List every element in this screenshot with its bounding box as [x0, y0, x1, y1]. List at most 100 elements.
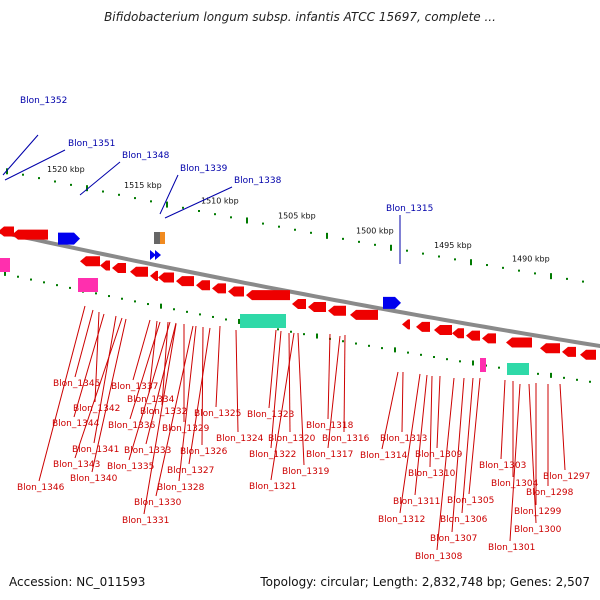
- reverse-leader-line: [91, 318, 127, 473]
- reverse-gene-label: Blon_1328: [157, 483, 205, 493]
- outer-tick: [342, 237, 344, 240]
- forward-gene: [383, 296, 401, 309]
- reverse-leader-line: [270, 332, 295, 481]
- inner-tick: [69, 286, 71, 289]
- reverse-leader-line: [74, 309, 94, 378]
- reverse-gene: [506, 337, 532, 348]
- outer-tick: [422, 252, 424, 255]
- forward-gene-label: Blon_1339: [180, 164, 228, 174]
- forward-gene-label: Blon_1338: [234, 176, 282, 186]
- inner-tick: [134, 300, 136, 303]
- outer-tick: [294, 228, 296, 231]
- reverse-gene: [452, 328, 464, 339]
- reverse-gene: [292, 298, 306, 309]
- label-leader-lines: [2, 134, 566, 551]
- rrna-feature: [507, 363, 529, 375]
- reverse-gene: [482, 333, 496, 344]
- reverse-leader-line: [93, 315, 117, 444]
- reverse-leader-line: [297, 332, 305, 466]
- outer-tick: [262, 222, 264, 225]
- reverse-gene-label: Blon_1335: [107, 462, 154, 472]
- inner-tick: [56, 284, 58, 287]
- reverse-gene: [176, 276, 194, 287]
- forward-gene: [160, 232, 165, 244]
- reverse-gene-label: Blon_1309: [415, 450, 463, 460]
- inner-tick: [43, 281, 45, 284]
- outer-tick: [230, 216, 232, 219]
- outer-tick: [182, 206, 184, 209]
- reverse-gene: [228, 286, 244, 297]
- reverse-leader-line: [148, 320, 158, 394]
- reverse-gene: [580, 349, 596, 360]
- reverse-leader-line: [414, 374, 428, 496]
- reverse-gene-label: Blon_1305: [447, 496, 494, 506]
- reverse-leader-line: [155, 325, 194, 497]
- reverse-gene-label: Blon_1332: [140, 407, 187, 417]
- scale-ticks: 1520 kbp 1515 kbp 1510 kbp 1505 kbp 1500 kbp…: [4, 165, 591, 383]
- reverse-leader-line: [436, 377, 455, 551]
- reverse-gene-label: Blon_1326: [180, 447, 228, 457]
- outer-tick: [550, 273, 552, 280]
- outer-tick: [134, 197, 136, 200]
- reverse-gene: [12, 229, 48, 240]
- outer-tick: [86, 185, 88, 192]
- reverse-gene-label: Blon_1324: [216, 434, 264, 444]
- reverse-gene-label: Blon_1334: [127, 395, 175, 405]
- inner-tick: [355, 342, 357, 345]
- outer-tick: [102, 190, 104, 193]
- reverse-gene: [158, 272, 174, 283]
- reverse-gene: [100, 260, 110, 271]
- reverse-gene-label: Blon_1297: [543, 472, 590, 482]
- outer-tick: [278, 225, 280, 228]
- outer-tick: [214, 213, 216, 216]
- outer-tick: [486, 264, 488, 267]
- reverse-gene-label: Blon_1331: [122, 516, 169, 526]
- reverse-leader-line: [500, 379, 506, 460]
- inner-tick: [303, 333, 305, 336]
- outer-tick: [470, 259, 472, 266]
- scale-label: 1500 kbp: [356, 226, 394, 235]
- outer-tick: [358, 240, 360, 243]
- reverse-leader-line: [145, 322, 177, 445]
- outer-tick: [518, 269, 520, 272]
- inner-tick: [420, 353, 422, 356]
- reverse-gene-label: Blon_1310: [408, 469, 456, 479]
- inner-tick: [173, 308, 175, 311]
- reverse-gene: [402, 319, 410, 330]
- reverse-leader-line: [73, 313, 105, 418]
- reverse-leader-line: [201, 326, 204, 446]
- inner-tick: [30, 278, 32, 281]
- reverse-leader-line: [528, 383, 537, 524]
- outer-tick: [502, 266, 504, 269]
- inner-tick: [277, 328, 279, 331]
- outer-tick: [198, 210, 200, 213]
- reverse-gene: [416, 321, 430, 332]
- reverse-leader-line: [343, 334, 346, 433]
- inner-tick: [238, 318, 240, 324]
- inner-tick: [108, 295, 110, 298]
- inner-tick: [121, 297, 123, 300]
- scale-label: 1520 kbp: [47, 165, 85, 174]
- reverse-leader-line: [559, 383, 566, 471]
- reverse-gene-label: Blon_1333: [124, 446, 171, 456]
- reverse-gene-label: Blon_1308: [415, 552, 463, 562]
- reverse-gene-label: Blon_1307: [430, 534, 477, 544]
- reverse-leader-line: [381, 371, 399, 450]
- forward-leader-line: [164, 186, 233, 219]
- inner-tick: [160, 303, 162, 309]
- reverse-gene-label: Blon_1317: [306, 450, 353, 460]
- gene-labels: Blon_1352 Blon_1351 Blon_1348 Blon_1339 Blon…: [17, 96, 590, 562]
- reverse-leader-line: [461, 377, 474, 514]
- forward-gene: [154, 232, 160, 244]
- reverse-gene-label: Blon_1330: [134, 498, 182, 508]
- inner-tick: [498, 366, 500, 369]
- outer-tick: [54, 180, 56, 183]
- reverse-gene-label: Blon_1300: [514, 525, 562, 535]
- reverse-gene-label: Blon_1344: [52, 419, 100, 429]
- forward-gene-label: Blon_1348: [122, 151, 170, 161]
- forward-gene-label: Blon_1351: [68, 139, 115, 149]
- genes-layer: [0, 226, 596, 360]
- reverse-gene-label: Blon_1329: [162, 424, 210, 434]
- outer-tick: [22, 173, 24, 176]
